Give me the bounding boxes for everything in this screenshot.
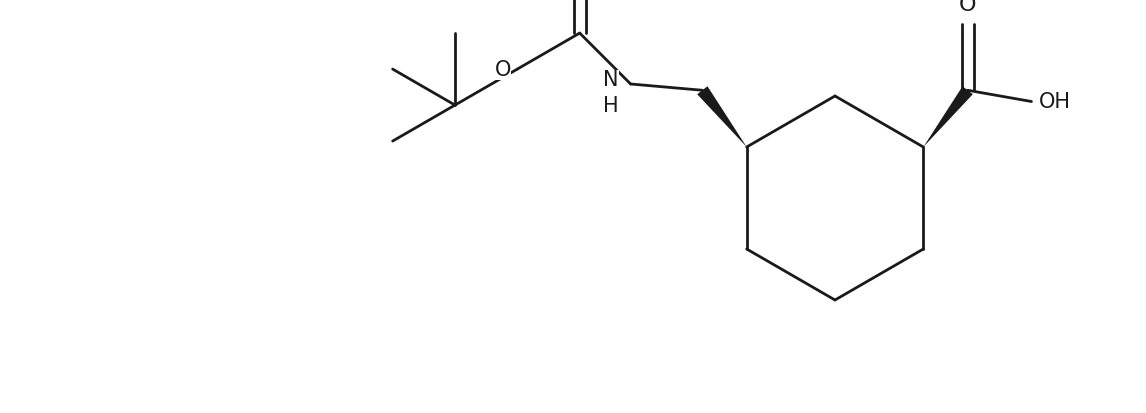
Text: O: O	[959, 0, 976, 15]
Polygon shape	[924, 86, 973, 147]
Text: OH: OH	[1038, 92, 1070, 112]
Text: N: N	[603, 70, 619, 90]
Text: O: O	[495, 60, 511, 80]
Text: H: H	[603, 96, 619, 116]
Polygon shape	[697, 86, 747, 147]
